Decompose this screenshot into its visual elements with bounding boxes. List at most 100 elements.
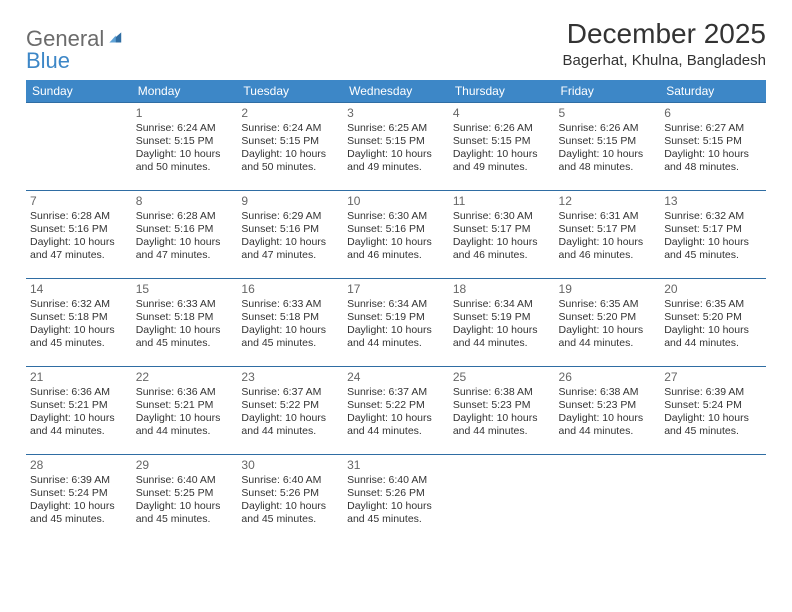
daylight-line: Daylight: 10 hours and 45 minutes.: [30, 500, 128, 526]
day-number: 18: [453, 282, 551, 296]
day-number: 29: [136, 458, 234, 472]
calendar-day-cell: 20 Sunrise: 6:35 AMSunset: 5:20 PMDayligh…: [660, 279, 766, 367]
day-info: Sunrise: 6:40 AMSunset: 5:26 PMDaylight:…: [347, 474, 445, 527]
calendar-day-cell: 7Sunrise: 6:28 AMSunset: 5:16 PMDaylight…: [26, 191, 132, 279]
daylight-line: Daylight: 10 hours and 44 minutes.: [559, 412, 657, 438]
sunrise-line: Sunrise: 6:33 AM: [241, 298, 339, 311]
weekday-header: Monday: [132, 80, 238, 103]
day-info: Sunrise: 6:24 AMSunset: 5:15 PMDaylight:…: [136, 122, 234, 175]
sunset-line: Sunset: 5:19 PM: [347, 311, 445, 324]
day-number: 13: [664, 194, 762, 208]
day-number: 4: [453, 106, 551, 120]
day-number: 9: [241, 194, 339, 208]
day-number: 20: [664, 282, 762, 296]
day-info: Sunrise: 6:34 AMSunset: 5:19 PMDaylight:…: [347, 298, 445, 351]
daylight-line: Daylight: 10 hours and 49 minutes.: [453, 148, 551, 174]
sunset-line: Sunset: 5:21 PM: [30, 399, 128, 412]
daylight-line: Daylight: 10 hours and 44 minutes.: [347, 324, 445, 350]
daylight-line: Daylight: 10 hours and 46 minutes.: [453, 236, 551, 262]
day-info: Sunrise: 6:34 AMSunset: 5:19 PMDaylight:…: [453, 298, 551, 351]
calendar-day-cell: 12Sunrise: 6:31 AMSunset: 5:17 PMDayligh…: [555, 191, 661, 279]
calendar-table: Sunday Monday Tuesday Wednesday Thursday…: [26, 80, 766, 543]
sunset-line: Sunset: 5:15 PM: [347, 135, 445, 148]
sunrise-line: Sunrise: 6:35 AM: [664, 298, 762, 311]
calendar-day-cell: 30Sunrise: 6:40 AMSunset: 5:26 PMDayligh…: [237, 455, 343, 543]
day-info: Sunrise: 6:28 AMSunset: 5:16 PMDaylight:…: [30, 210, 128, 263]
sunrise-line: Sunrise: 6:40 AM: [241, 474, 339, 487]
daylight-line: Daylight: 10 hours and 45 minutes.: [241, 500, 339, 526]
calendar-day-cell: 10 Sunrise: 6:30 AMSunset: 5:16 PMDayligh…: [343, 191, 449, 279]
calendar-body: 1Sunrise: 6:24 AMSunset: 5:15 PMDaylight…: [26, 103, 766, 543]
sunrise-line: Sunrise: 6:36 AM: [30, 386, 128, 399]
day-number: 25: [453, 370, 551, 384]
sunset-line: Sunset: 5:22 PM: [241, 399, 339, 412]
sunrise-line: Sunrise: 6:28 AM: [30, 210, 128, 223]
sunrise-line: Sunrise: 6:37 AM: [347, 386, 445, 399]
day-number: 24: [347, 370, 445, 384]
daylight-line: Daylight: 10 hours and 48 minutes.: [664, 148, 762, 174]
calendar-day-cell: 9Sunrise: 6:29 AMSunset: 5:16 PMDaylight…: [237, 191, 343, 279]
sunrise-line: Sunrise: 6:39 AM: [664, 386, 762, 399]
sunset-line: Sunset: 5:15 PM: [136, 135, 234, 148]
day-info: Sunrise: 6:38 AMSunset: 5:23 PMDaylight:…: [453, 386, 551, 439]
daylight-line: Daylight: 10 hours and 49 minutes.: [347, 148, 445, 174]
calendar-day-cell: 11 Sunrise: 6:30 AMSunset: 5:17 PMDayligh…: [449, 191, 555, 279]
daylight-line: Daylight: 10 hours and 47 minutes.: [136, 236, 234, 262]
day-info: Sunrise: 6:37 AMSunset: 5:22 PMDaylight:…: [241, 386, 339, 439]
calendar-day-cell: 15Sunrise: 6:33 AMSunset: 5:18 PMDayligh…: [132, 279, 238, 367]
sunset-line: Sunset: 5:19 PM: [453, 311, 551, 324]
page-header: GeneralBlue December 2025 Bagerhat, Khul…: [26, 18, 766, 74]
calendar-week-row: 21Sunrise: 6:36 AMSunset: 5:21 PMDayligh…: [26, 367, 766, 455]
calendar-day-cell: 1Sunrise: 6:24 AMSunset: 5:15 PMDaylight…: [132, 103, 238, 191]
day-info: Sunrise: 6:24 AMSunset: 5:15 PMDaylight:…: [241, 122, 339, 175]
calendar-day-cell: [555, 455, 661, 543]
sunrise-line: Sunrise: 6:32 AM: [30, 298, 128, 311]
sunset-line: Sunset: 5:16 PM: [30, 223, 128, 236]
daylight-line: Daylight: 10 hours and 45 minutes.: [664, 412, 762, 438]
day-number: 3: [347, 106, 445, 120]
day-info: Sunrise: 6:31 AMSunset: 5:17 PMDaylight:…: [559, 210, 657, 263]
calendar-page: GeneralBlue December 2025 Bagerhat, Khul…: [0, 0, 792, 543]
day-number: 19: [559, 282, 657, 296]
day-info: Sunrise: 6:27 AMSunset: 5:15 PMDaylight:…: [664, 122, 762, 175]
day-info: Sunrise: 6:26 AMSunset: 5:15 PMDaylight:…: [559, 122, 657, 175]
calendar-day-cell: 29Sunrise: 6:40 AMSunset: 5:25 PMDayligh…: [132, 455, 238, 543]
day-info: Sunrise: 6:30 AMSunset: 5:16 PMDaylight:…: [347, 210, 445, 263]
sunset-line: Sunset: 5:16 PM: [241, 223, 339, 236]
sunset-line: Sunset: 5:26 PM: [347, 487, 445, 500]
sunset-line: Sunset: 5:15 PM: [664, 135, 762, 148]
calendar-day-cell: 22Sunrise: 6:36 AMSunset: 5:21 PMDayligh…: [132, 367, 238, 455]
title-block: December 2025 Bagerhat, Khulna, Banglade…: [563, 18, 767, 69]
day-number: 10: [347, 194, 445, 208]
day-info: Sunrise: 6:38 AMSunset: 5:23 PMDaylight:…: [559, 386, 657, 439]
day-number: 11: [453, 194, 551, 208]
calendar-day-cell: 23Sunrise: 6:37 AMSunset: 5:22 PMDayligh…: [237, 367, 343, 455]
sunset-line: Sunset: 5:20 PM: [559, 311, 657, 324]
sunrise-line: Sunrise: 6:37 AM: [241, 386, 339, 399]
sunrise-line: Sunrise: 6:35 AM: [559, 298, 657, 311]
sunset-line: Sunset: 5:15 PM: [453, 135, 551, 148]
daylight-line: Daylight: 10 hours and 44 minutes.: [664, 324, 762, 350]
sunrise-line: Sunrise: 6:34 AM: [347, 298, 445, 311]
sunset-line: Sunset: 5:24 PM: [30, 487, 128, 500]
day-number: 28: [30, 458, 128, 472]
calendar-day-cell: 8Sunrise: 6:28 AMSunset: 5:16 PMDaylight…: [132, 191, 238, 279]
sunset-line: Sunset: 5:18 PM: [241, 311, 339, 324]
sunrise-line: Sunrise: 6:36 AM: [136, 386, 234, 399]
day-info: Sunrise: 6:37 AMSunset: 5:22 PMDaylight:…: [347, 386, 445, 439]
daylight-line: Daylight: 10 hours and 45 minutes.: [30, 324, 128, 350]
sunrise-line: Sunrise: 6:40 AM: [347, 474, 445, 487]
sunrise-line: Sunrise: 6:29 AM: [241, 210, 339, 223]
day-info: Sunrise: 6:28 AMSunset: 5:16 PMDaylight:…: [136, 210, 234, 263]
calendar-week-row: 7Sunrise: 6:28 AMSunset: 5:16 PMDaylight…: [26, 191, 766, 279]
day-info: Sunrise: 6:35 AMSunset: 5:20 PMDaylight:…: [664, 298, 762, 351]
day-info: Sunrise: 6:30 AMSunset: 5:17 PMDaylight:…: [453, 210, 551, 263]
sunrise-line: Sunrise: 6:30 AM: [347, 210, 445, 223]
sunset-line: Sunset: 5:18 PM: [136, 311, 234, 324]
sunrise-line: Sunrise: 6:25 AM: [347, 122, 445, 135]
sunset-line: Sunset: 5:26 PM: [241, 487, 339, 500]
daylight-line: Daylight: 10 hours and 44 minutes.: [453, 412, 551, 438]
daylight-line: Daylight: 10 hours and 50 minutes.: [136, 148, 234, 174]
calendar-day-cell: 27Sunrise: 6:39 AMSunset: 5:24 PMDayligh…: [660, 367, 766, 455]
day-info: Sunrise: 6:32 AMSunset: 5:18 PMDaylight:…: [30, 298, 128, 351]
